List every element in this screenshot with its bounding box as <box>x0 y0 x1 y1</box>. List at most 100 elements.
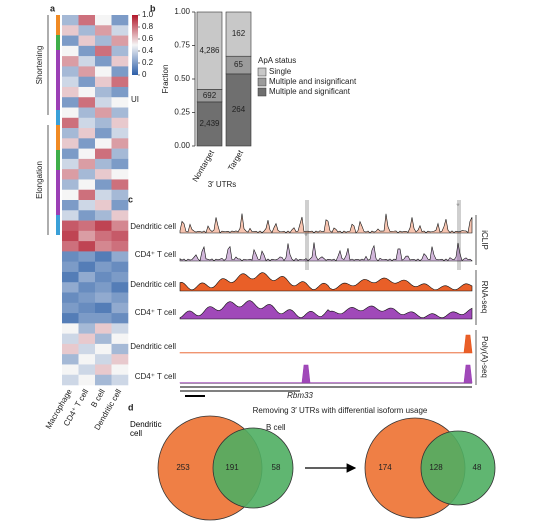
heatmap-cell <box>111 210 129 221</box>
heatmap-cell <box>95 261 112 273</box>
track-label: CD4⁺ T cell <box>135 308 176 317</box>
heatmap-cell <box>78 138 96 149</box>
heatmap-cell <box>78 107 96 119</box>
data-label: 162 <box>232 29 246 38</box>
heatmap-cell <box>95 76 112 88</box>
x-tick-label: Nontarget <box>191 148 217 184</box>
heatmap-cell <box>78 313 96 324</box>
group-strip <box>56 50 60 110</box>
heatmap-cell <box>78 364 96 376</box>
heatmap-cell <box>95 35 112 47</box>
heatmap-cell <box>78 210 96 221</box>
heatmap-cell <box>95 282 112 293</box>
legend-label: Multiple and insignificant <box>269 77 357 86</box>
heatmap-cell <box>78 56 96 67</box>
heatmap-cell <box>62 66 79 77</box>
heatmap-cell <box>62 76 79 88</box>
legend-swatch <box>257 87 267 97</box>
heatmap-cell <box>111 107 129 119</box>
heatmap-cell <box>111 261 129 273</box>
assay-label: Poly(A)-seq <box>480 336 489 378</box>
y-tick-label: 0.00 <box>174 141 190 150</box>
legend-title: ApA status <box>258 56 296 65</box>
heatmap-cell <box>111 66 129 77</box>
group-label: Elongation <box>35 161 44 199</box>
heatmap-cell <box>111 128 129 139</box>
venn-count: 58 <box>272 463 281 472</box>
data-label: 264 <box>232 105 246 114</box>
colorbar <box>132 15 138 75</box>
heatmap-cell <box>62 15 79 26</box>
panel-label: c <box>128 194 133 204</box>
heatmap-cell <box>95 313 112 324</box>
colorbar-tick-label: 0.6 <box>142 34 154 43</box>
heatmap-cell <box>78 97 96 108</box>
heatmap-cell <box>111 169 129 180</box>
bar-segment <box>225 73 252 147</box>
heatmap-cell <box>95 343 112 355</box>
heatmap-cell <box>95 271 112 283</box>
heatmap-cell <box>62 271 79 283</box>
heatmap-cell <box>95 302 112 314</box>
heatmap-cell <box>62 354 79 365</box>
heatmap-cell <box>78 282 96 293</box>
heatmap-cell <box>95 179 112 191</box>
track-signal <box>179 364 473 384</box>
heatmap-cell <box>78 271 96 283</box>
heatmap-cell <box>111 241 129 252</box>
y-tick-label: 0.50 <box>174 74 190 83</box>
venn-count: 174 <box>378 463 392 472</box>
heatmap-cell <box>62 230 79 242</box>
x-axis-label: 3′ UTRs <box>208 180 237 189</box>
heatmap-cell <box>78 45 96 57</box>
heatmap-cell <box>78 158 96 170</box>
heatmap-cell <box>111 333 129 345</box>
heatmap-cell <box>78 230 96 242</box>
panel-label: b <box>150 3 156 13</box>
heatmap-cell <box>62 302 79 314</box>
heatmap-cell <box>78 251 96 262</box>
heatmap-cell <box>111 292 129 304</box>
heatmap-cell <box>62 261 79 273</box>
colorbar-tick-label: 1.0 <box>142 10 154 19</box>
track-signal <box>179 242 473 262</box>
group-strip <box>56 170 60 215</box>
track-label: Dendritic cell <box>130 222 176 231</box>
bar-segment <box>196 101 223 147</box>
heatmap-cell <box>78 76 96 88</box>
heatmap-cell <box>62 220 79 232</box>
data-label: 2,439 <box>199 119 220 128</box>
highlight <box>305 200 309 270</box>
group-strip <box>56 15 60 35</box>
heatmap-cell <box>95 148 112 160</box>
heatmap-cell <box>111 158 129 170</box>
venn-set <box>212 427 294 509</box>
heatmap-cell <box>62 117 79 129</box>
heatmap-cell <box>78 333 96 345</box>
heatmap-cell <box>95 66 112 77</box>
heatmap-cell <box>62 169 79 180</box>
heatmap-cell <box>62 333 79 345</box>
heatmap-cell <box>95 292 112 304</box>
panel-label: a <box>50 3 56 13</box>
heatmap-cell <box>111 302 129 314</box>
venn-title: Removing 3′ UTRs with differential isofo… <box>253 406 428 415</box>
heatmap-cell <box>62 292 79 304</box>
gene-label: Rbm33 <box>287 391 313 400</box>
venn-count: 253 <box>176 463 190 472</box>
heatmap-cell <box>62 364 79 376</box>
heatmap-cell <box>95 210 112 221</box>
heatmap-cell <box>78 189 96 201</box>
heatmap-cell <box>95 333 112 345</box>
heatmap-cell <box>111 251 129 262</box>
heatmap-cell <box>62 25 79 36</box>
y-tick-label: 0.25 <box>174 108 190 117</box>
heatmap-cell <box>111 282 129 293</box>
heatmap-cell <box>111 45 129 57</box>
heatmap-cell <box>95 364 112 376</box>
venn-count: 191 <box>225 463 239 472</box>
track-signal <box>179 272 473 292</box>
heatmap-cell <box>78 35 96 47</box>
data-label: 65 <box>234 60 243 69</box>
